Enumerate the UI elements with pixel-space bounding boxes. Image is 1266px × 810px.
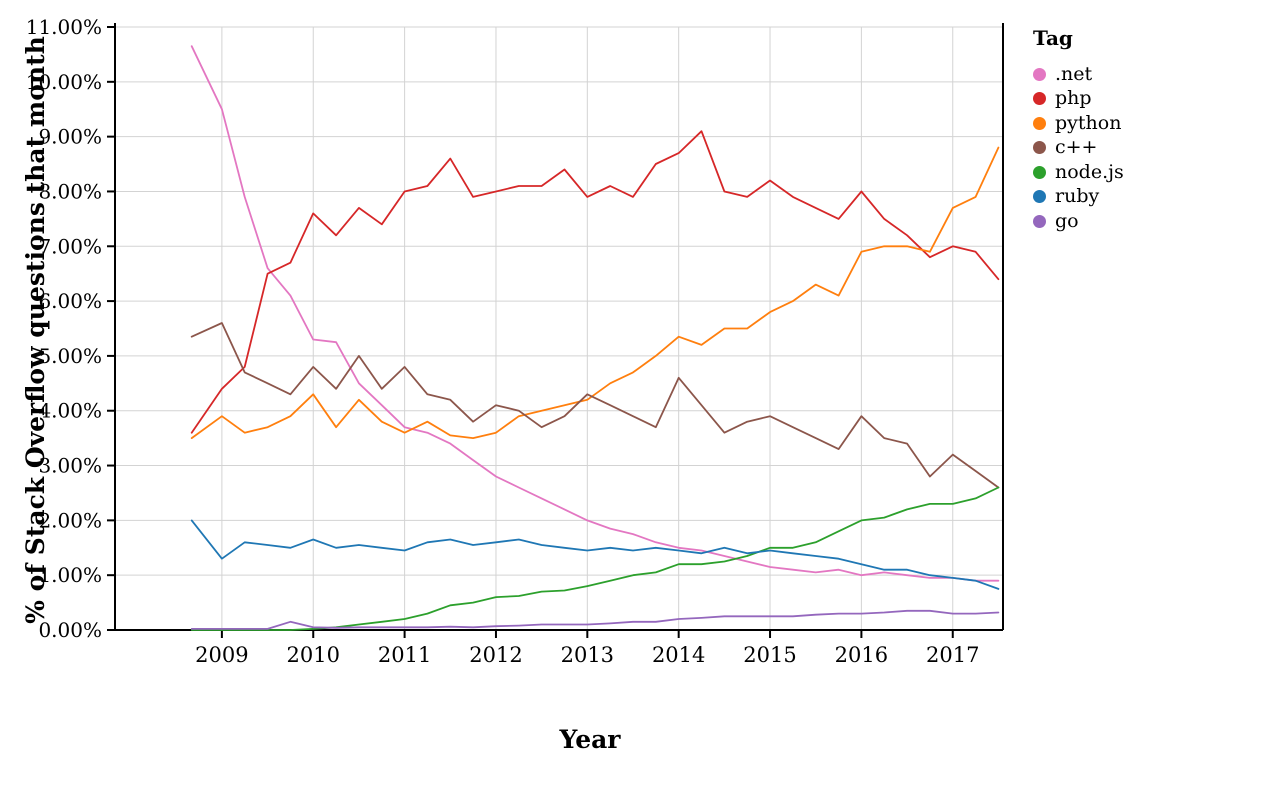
legend-title: Tag <box>1033 26 1073 50</box>
y-tick-label: 2.00% <box>38 508 102 532</box>
legend-label: php <box>1055 87 1092 110</box>
y-tick-label: 8.00% <box>38 179 102 203</box>
x-axis-title: Year <box>559 725 622 754</box>
tick-labels: 0.00% 1.00% 2.00% 3.00% 4.00% 5.00% 6.00% 7.00%… <box>26 15 980 667</box>
gridlines <box>115 26 1003 631</box>
x-tick-label: 2010 <box>287 643 340 667</box>
legend-swatch-icon <box>1033 190 1046 204</box>
y-tick-label: 7.00% <box>38 234 102 258</box>
y-tick-label: 6.00% <box>38 289 102 313</box>
legend-label: go <box>1055 209 1079 232</box>
x-tick-label: 2015 <box>743 643 796 667</box>
series-line-php <box>190 130 1000 434</box>
legend-item-php: php <box>1033 87 1124 112</box>
legend: Tag .net php python c++ node.js ruby go <box>1033 26 1124 234</box>
series-line-go <box>190 609 1000 630</box>
y-tick-label: 1.00% <box>38 563 102 587</box>
legend-item-ruby: ruby <box>1033 185 1124 210</box>
y-tick-label: 5.00% <box>38 344 102 368</box>
x-tick-label: 2012 <box>469 643 522 667</box>
x-tick-label: 2014 <box>652 643 705 667</box>
legend-swatch-icon <box>1033 116 1046 130</box>
series-line-node-js <box>190 486 1000 631</box>
legend-swatch-icon <box>1033 165 1046 179</box>
legend-item-c-: c++ <box>1033 136 1124 161</box>
x-tick-label: 2011 <box>378 643 431 667</box>
y-tick-label: 9.00% <box>38 125 102 149</box>
legend-item-python: python <box>1033 111 1124 136</box>
legend-item--net: .net <box>1033 62 1124 87</box>
y-tick-label: 4.00% <box>38 399 102 423</box>
legend-item-go: go <box>1033 209 1124 234</box>
y-tick-label: 0.00% <box>38 618 102 642</box>
series-line-ruby <box>190 519 1000 590</box>
series-line-python <box>190 146 1000 440</box>
legend-label: node.js <box>1055 160 1124 183</box>
y-tick-label: 11.00% <box>26 15 102 39</box>
y-tick-label: 3.00% <box>38 454 102 478</box>
y-tick-label: 10.00% <box>26 70 102 94</box>
x-tick-label: 2016 <box>835 643 888 667</box>
legend-label: python <box>1055 111 1122 134</box>
x-tick-label: 2009 <box>195 643 248 667</box>
series-line-c- <box>190 322 1000 489</box>
series-line--net <box>190 45 1000 582</box>
legend-item-node-js: node.js <box>1033 160 1124 185</box>
x-tick-label: 2017 <box>926 643 979 667</box>
legend-swatch-icon <box>1033 141 1046 155</box>
x-tick-label: 2013 <box>561 643 614 667</box>
legend-label: ruby <box>1055 185 1100 208</box>
legend-swatch-icon <box>1033 92 1046 106</box>
legend-label: c++ <box>1055 136 1098 159</box>
legend-swatch-icon <box>1033 67 1046 81</box>
y-axis-title: % of Stack Overflow questions that month <box>21 36 50 624</box>
legend-items: .net php python c++ node.js ruby go <box>1033 62 1124 234</box>
legend-label: .net <box>1055 62 1093 85</box>
series-lines <box>190 45 1000 631</box>
legend-swatch-icon <box>1033 214 1046 228</box>
